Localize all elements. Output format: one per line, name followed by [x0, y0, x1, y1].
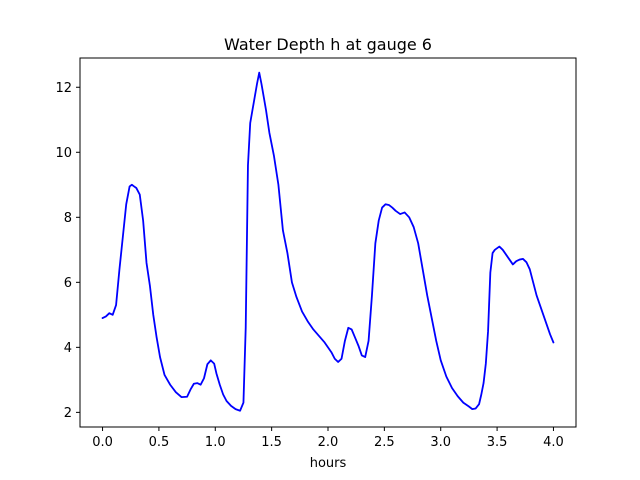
x-axis: 0.0 0.5 1.0 1.5 2.0 2.5 3.0 3.5 4.0 [92, 427, 564, 450]
x-tick-label: 2.5 [374, 435, 395, 450]
y-tick-label: 4 [64, 341, 72, 356]
y-tick-label: 6 [64, 276, 72, 291]
x-tick-label: 0.5 [149, 435, 170, 450]
x-tick-label: 0.0 [92, 435, 113, 450]
x-tick-label: 1.0 [205, 435, 226, 450]
x-tick-label: 2.0 [318, 435, 339, 450]
x-axis-label: hours [310, 456, 347, 471]
x-tick-label: 1.5 [261, 435, 282, 450]
series-line-water-depth [101, 71, 555, 412]
y-tick-label: 2 [64, 406, 72, 421]
y-axis: 2 4 6 8 10 12 [55, 81, 80, 421]
chart-title: Water Depth h at gauge 6 [224, 35, 432, 54]
y-tick-label: 10 [55, 146, 72, 161]
x-tick-label: 4.0 [543, 435, 564, 450]
y-tick-label: 12 [55, 81, 72, 96]
x-tick-label: 3.0 [430, 435, 451, 450]
y-tick-label: 8 [64, 211, 72, 226]
x-tick-label: 3.5 [487, 435, 508, 450]
